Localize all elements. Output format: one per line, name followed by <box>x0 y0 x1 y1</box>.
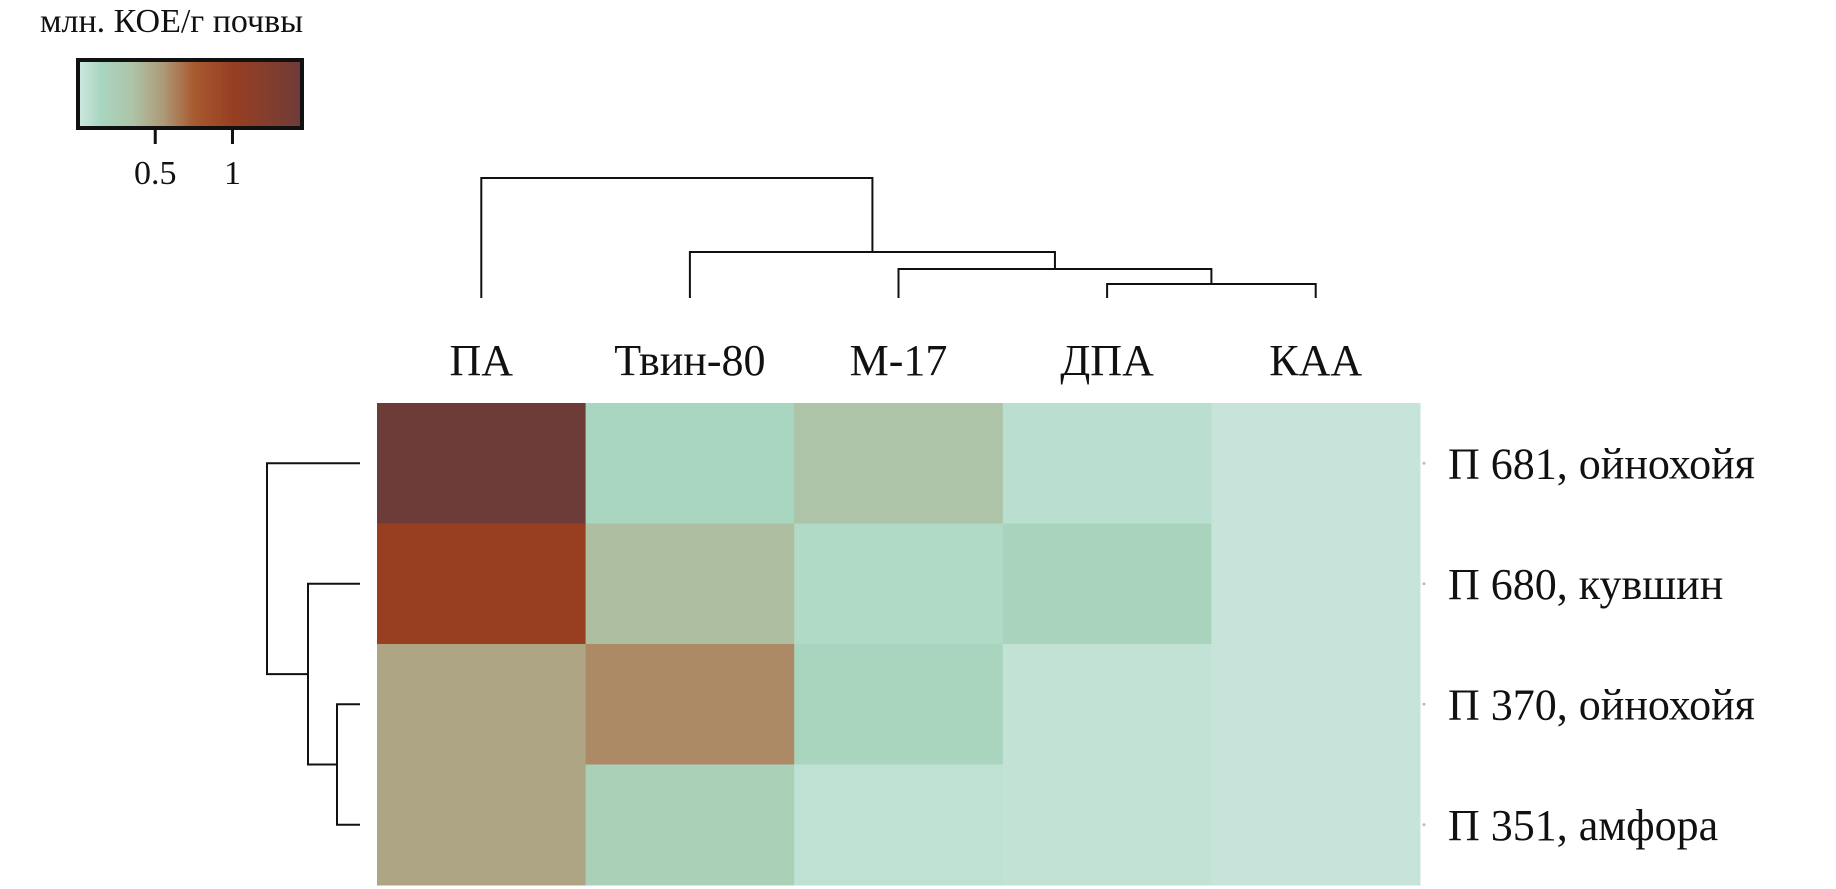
dendrogram-branch <box>307 582 360 766</box>
heatmap-cell <box>1002 403 1212 524</box>
heatmap-cell <box>1211 403 1421 524</box>
heatmap-cell <box>1211 644 1421 765</box>
colorbar-tick-label: 1 <box>224 155 241 192</box>
row-tick <box>1422 461 1426 465</box>
row-tick <box>1422 702 1426 706</box>
column-label: Твин-80 <box>614 336 765 385</box>
column-label: ПА <box>450 336 514 385</box>
heatmap-cell <box>377 523 587 645</box>
heatmap-cell <box>585 403 795 524</box>
row-label: П 370, ойнохойя <box>1448 680 1755 729</box>
row-label: П 351, амфора <box>1448 801 1718 850</box>
heatmap-cell <box>585 523 795 645</box>
dendrogram-branch <box>336 703 360 826</box>
column-label: М-17 <box>850 336 948 385</box>
dendrogram-branch <box>480 177 874 298</box>
heatmap-cell <box>377 764 587 886</box>
colorbar <box>76 58 304 130</box>
column-dendrogram <box>480 177 1317 298</box>
heatmap-cell <box>585 764 795 886</box>
heatmap-cell <box>794 523 1004 645</box>
heatmap-cell <box>1002 644 1212 765</box>
row-label: П 680, кувшин <box>1448 560 1723 609</box>
dendrogram-branch <box>688 251 1056 298</box>
heatmap-cell <box>1211 764 1421 886</box>
column-label: ДПА <box>1060 336 1154 385</box>
heatmap-cell <box>794 764 1004 886</box>
heatmap-cell <box>1002 523 1212 645</box>
dendrogram-branch <box>266 462 360 676</box>
row-dendrogram <box>266 462 360 826</box>
legend-title: млн. КОЕ/г почвы <box>40 3 303 40</box>
color-legend: 0.5 1 <box>76 58 304 192</box>
heatmap-cell <box>377 403 587 524</box>
heatmap-cell <box>377 644 587 765</box>
column-labels: ПА Твин-80 М-17 ДПА КАА <box>450 336 1363 385</box>
heatmap-cell <box>1211 523 1421 645</box>
row-labels: П 681, ойнохойя П 680, кувшин П 370, ойнох… <box>1422 439 1755 850</box>
dendrogram-branch <box>1106 283 1317 298</box>
colorbar-tick-label: 0.5 <box>134 155 177 192</box>
heatmap-cell <box>1002 764 1212 886</box>
heatmap-cell <box>794 403 1004 524</box>
heatmap-cells <box>377 403 1421 886</box>
column-label: КАА <box>1269 336 1362 385</box>
row-tick <box>1422 823 1426 827</box>
row-label: П 681, ойнохойя <box>1448 439 1755 488</box>
heatmap-cell <box>794 644 1004 765</box>
row-tick <box>1422 582 1426 586</box>
heatmap-cell <box>585 644 795 765</box>
